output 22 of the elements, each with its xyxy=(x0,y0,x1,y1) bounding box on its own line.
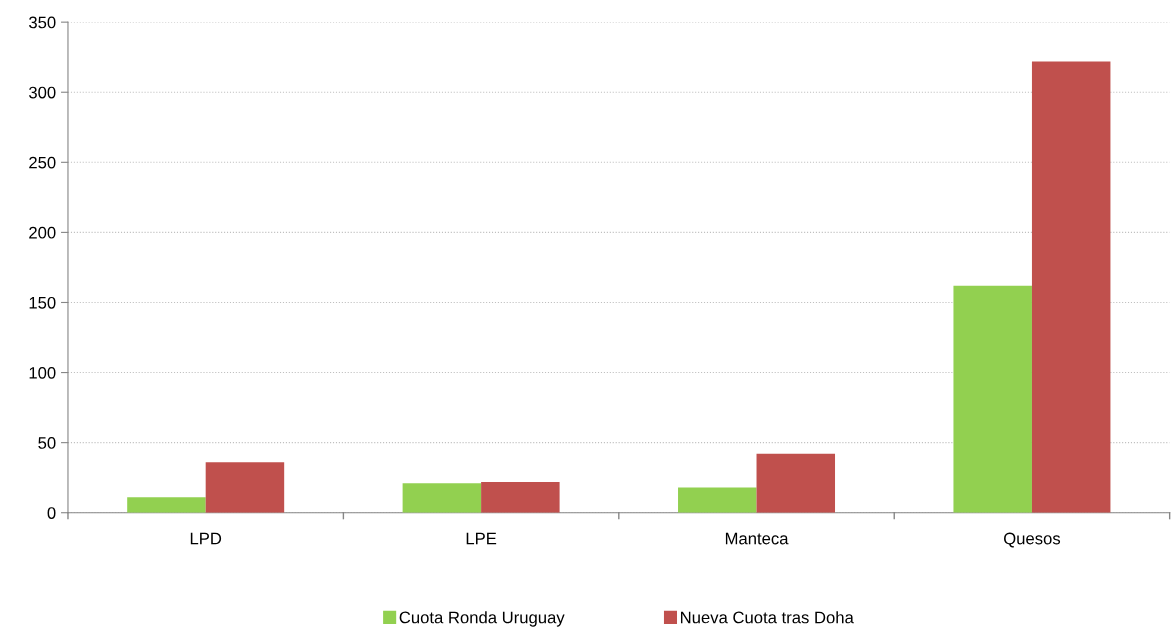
x-tick-label: Quesos xyxy=(1004,532,1061,548)
y-tick-label: 50 xyxy=(38,437,56,449)
bar xyxy=(756,453,836,513)
y-tick-label: 200 xyxy=(29,226,56,239)
bar xyxy=(205,462,285,513)
x-tick-label: LPE xyxy=(466,532,497,545)
legend-label: Nueva Cuota tras Doha xyxy=(681,611,854,624)
x-tick-label: Manteca xyxy=(725,532,789,545)
y-tick-label: 250 xyxy=(29,156,56,169)
bar xyxy=(678,487,757,513)
x-tick-label: LPD xyxy=(190,532,222,545)
y-tick-label: 0 xyxy=(47,507,56,519)
legend-label: Cuota Ronda Uruguay xyxy=(399,611,565,627)
bar xyxy=(953,285,1032,513)
y-tick-label: 300 xyxy=(29,86,56,99)
bar xyxy=(402,483,482,513)
bar xyxy=(127,497,206,513)
bar xyxy=(1031,61,1111,513)
y-tick-label: 100 xyxy=(29,366,56,379)
y-tick-label: 350 xyxy=(29,16,56,29)
y-tick-label: 150 xyxy=(29,296,56,309)
bar xyxy=(481,481,560,513)
